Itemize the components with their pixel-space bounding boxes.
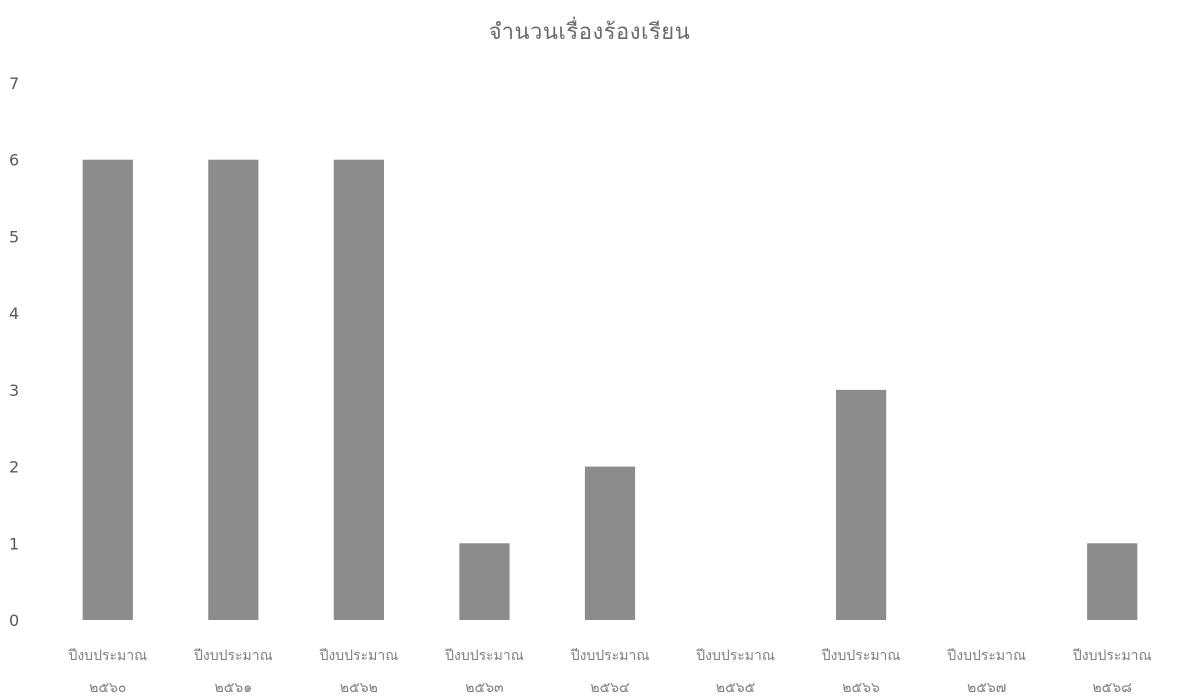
bar (82, 159, 133, 620)
x-tick-label: ๒๕๖๗ (967, 680, 1006, 696)
x-tick-label: ๒๕๖๐ (89, 680, 126, 696)
x-tick-label: ๒๕๖๓ (465, 680, 503, 696)
x-tick-label: ๒๕๖๖ (842, 680, 880, 696)
bar (333, 159, 384, 620)
bar (836, 389, 887, 620)
x-tick-label: ปีงบประมาณ (947, 648, 1026, 664)
x-tick-label: ๒๕๖๘ (1092, 680, 1132, 696)
x-tick-label: ปีงบประมาณ (1072, 648, 1151, 664)
x-tick-label: ปีงบประมาณ (445, 648, 524, 664)
y-tick-label: 4 (9, 304, 19, 323)
x-tick-label: ๒๕๖๕ (716, 680, 755, 696)
x-tick-label: ๒๕๖๒ (340, 680, 378, 696)
x-tick-label: ปีงบประมาณ (570, 648, 649, 664)
chart-title: จำนวนเรื่องร้องเรียน (488, 20, 691, 45)
x-tick-label: ปีงบประมาณ (68, 648, 147, 664)
y-tick-label: 5 (9, 227, 19, 246)
bar (584, 466, 636, 620)
y-tick-label: 6 (9, 151, 19, 170)
y-axis: 0 1 2 3 4 5 6 7 (9, 74, 19, 630)
y-tick-label: 7 (9, 74, 19, 93)
y-tick-label: 0 (9, 611, 19, 630)
bar (459, 543, 510, 620)
x-tick-label: ปีงบประมาณ (696, 648, 775, 664)
x-tick-label: ปีงบประมาณ (319, 648, 398, 664)
x-tick-label: ๒๕๖๔ (590, 680, 629, 696)
x-tick-label: ปีงบประมาณ (194, 648, 273, 664)
y-tick-label: 3 (9, 381, 19, 400)
bar (208, 159, 259, 620)
bars (82, 159, 1138, 620)
x-tick-label: ๒๕๖๑ (215, 680, 253, 696)
y-tick-label: 2 (9, 458, 19, 477)
x-tick-label: ปีงบประมาณ (821, 648, 900, 664)
bar (1087, 543, 1138, 620)
y-tick-label: 1 (9, 534, 19, 553)
